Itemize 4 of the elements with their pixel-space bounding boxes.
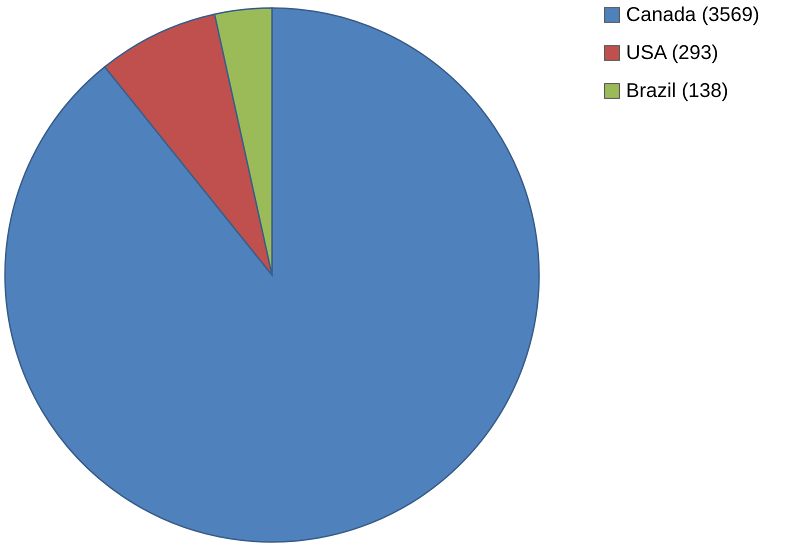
legend-label: USA (293) xyxy=(626,42,718,64)
pie-slice xyxy=(4,7,540,542)
legend-label: Canada (3569) xyxy=(626,4,760,26)
legend-label: Brazil (138) xyxy=(626,80,728,102)
